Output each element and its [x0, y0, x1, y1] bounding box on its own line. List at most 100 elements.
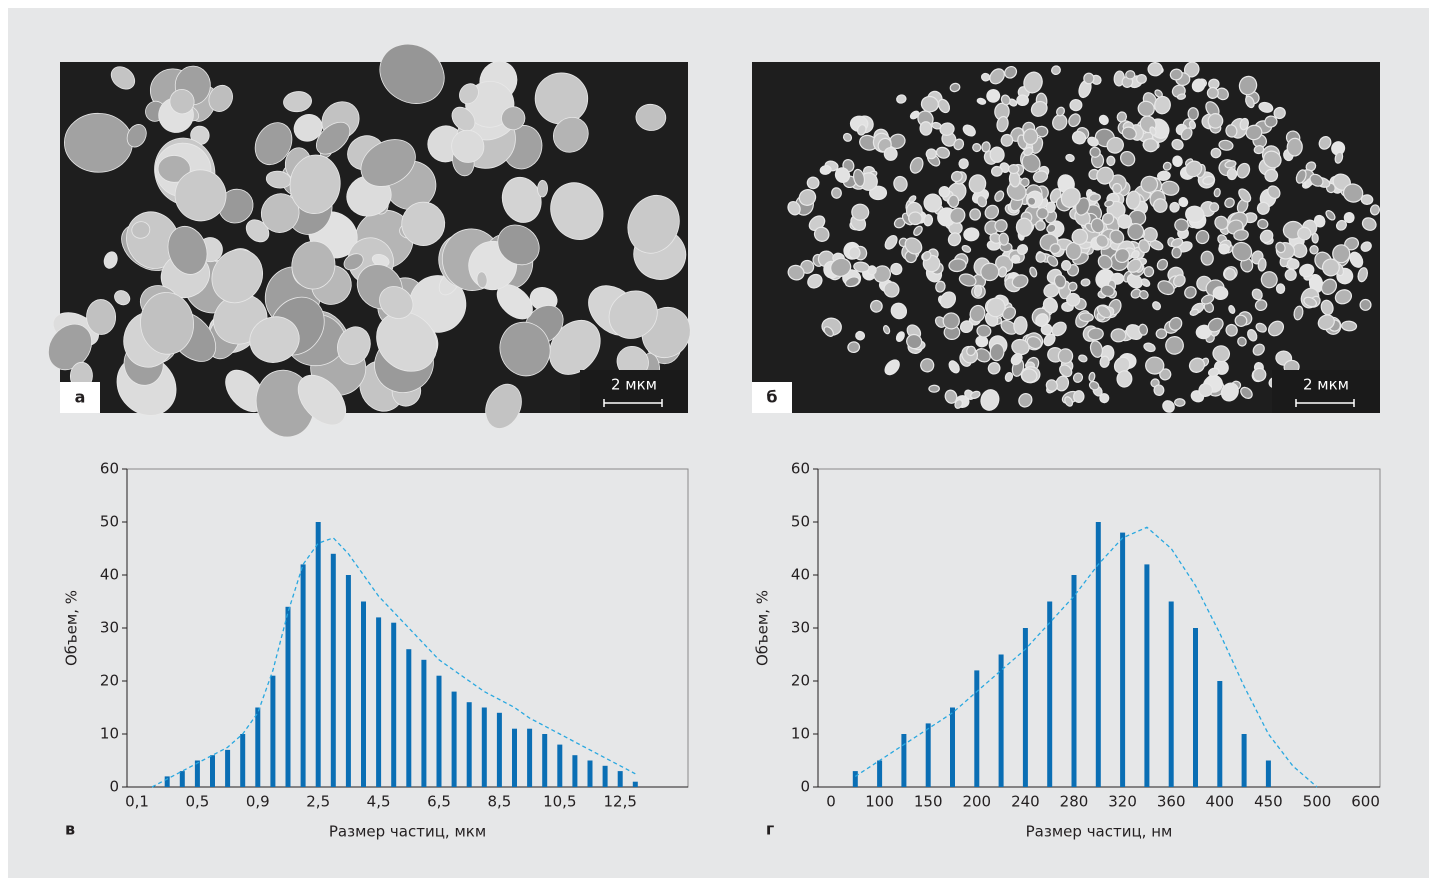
- y-tick-label: 30: [100, 619, 119, 637]
- bar: [497, 713, 502, 787]
- particle: [1084, 73, 1094, 84]
- bar: [452, 692, 457, 787]
- particle: [1067, 293, 1080, 306]
- particle: [1073, 391, 1084, 403]
- bar: [618, 771, 623, 787]
- particle: [64, 113, 133, 173]
- bar: [421, 660, 426, 787]
- bar: [210, 755, 215, 787]
- y-axis-title: Объем, %: [754, 590, 772, 666]
- x-axis-title: Размер частиц, нм: [1026, 823, 1173, 841]
- particle: [1285, 269, 1297, 281]
- x-tick-label: 8,5: [487, 793, 511, 811]
- y-tick-label: 60: [791, 460, 810, 478]
- y-tick-label: 0: [109, 778, 119, 796]
- particle: [1154, 385, 1164, 396]
- particle: [1175, 399, 1186, 407]
- panel-label: г: [766, 820, 774, 839]
- particle: [1016, 218, 1033, 237]
- bar: [877, 761, 882, 788]
- panel-label: б: [766, 388, 777, 407]
- x-tick-label: 200: [962, 793, 991, 811]
- x-tick-label: 6,5: [427, 793, 451, 811]
- micrograph: б 2 мкм: [752, 59, 1380, 414]
- bar: [1266, 761, 1271, 788]
- particle: [1125, 70, 1135, 79]
- bar: [1023, 628, 1028, 787]
- x-tick-label: 0,5: [185, 793, 209, 811]
- particle: [1227, 169, 1236, 180]
- y-tick-label: 20: [100, 672, 119, 690]
- particle: [1210, 203, 1219, 212]
- y-tick-label: 0: [800, 778, 810, 796]
- bar: [361, 602, 366, 788]
- particle: [1062, 261, 1071, 271]
- x-tick-label: 0: [826, 793, 836, 811]
- bar: [180, 771, 185, 787]
- panel-label: а: [75, 388, 86, 407]
- particle: [1070, 99, 1083, 111]
- particle: [1058, 348, 1073, 363]
- particle: [1312, 233, 1319, 243]
- bar: [633, 782, 638, 787]
- bar: [542, 734, 547, 787]
- bar: [165, 776, 170, 787]
- bar: [286, 607, 291, 787]
- bar: [1193, 628, 1198, 787]
- bar: [406, 649, 411, 787]
- x-tick-label: 600: [1351, 793, 1380, 811]
- x-tick-label: 320: [1108, 793, 1137, 811]
- particle: [1079, 313, 1094, 322]
- particle: [537, 180, 548, 197]
- bar: [376, 617, 381, 787]
- bar: [572, 755, 577, 787]
- micrograph: а 2 мкм: [39, 33, 699, 444]
- particle: [974, 285, 982, 297]
- bar: [950, 708, 955, 788]
- x-tick-label: 10,5: [543, 793, 576, 811]
- particle: [929, 385, 940, 392]
- particle: [920, 122, 932, 136]
- bar: [557, 745, 562, 787]
- bar: [527, 729, 532, 787]
- bar: [603, 766, 608, 787]
- particle: [1219, 244, 1230, 254]
- particle: [1213, 286, 1228, 299]
- y-tick-label: 10: [100, 725, 119, 743]
- panel-label: в: [65, 820, 75, 839]
- bar: [316, 522, 321, 787]
- bar: [1242, 734, 1247, 787]
- particle: [1128, 223, 1144, 239]
- x-tick-label: 450: [1254, 793, 1283, 811]
- x-tick-label: 2,5: [306, 793, 330, 811]
- particle: [1188, 107, 1199, 120]
- bar: [853, 771, 858, 787]
- particle: [1211, 148, 1221, 158]
- bar: [999, 655, 1004, 788]
- bar: [331, 554, 336, 787]
- y-tick-label: 30: [791, 619, 810, 637]
- particle: [924, 194, 942, 212]
- particle: [949, 195, 959, 207]
- bar: [255, 708, 260, 788]
- particle: [1117, 370, 1133, 387]
- y-tick-label: 50: [100, 513, 119, 531]
- y-tick-label: 40: [791, 566, 810, 584]
- x-tick-label: 4,5: [367, 793, 391, 811]
- scale-label: 2 мкм: [611, 376, 657, 394]
- bar: [240, 734, 245, 787]
- y-axis-title: Объем, %: [63, 590, 81, 666]
- bar: [974, 670, 979, 787]
- scale-label: 2 мкм: [1303, 376, 1349, 394]
- x-tick-label: 280: [1060, 793, 1089, 811]
- y-tick-label: 60: [100, 460, 119, 478]
- bar: [437, 676, 442, 787]
- x-axis-title: Размер частиц, мкм: [329, 823, 486, 841]
- bar: [482, 708, 487, 788]
- x-tick-label: 150: [914, 793, 943, 811]
- bar: [1120, 533, 1125, 787]
- particle: [1172, 247, 1182, 258]
- particle: [1201, 251, 1214, 265]
- particle: [1145, 357, 1163, 374]
- bar: [301, 564, 306, 787]
